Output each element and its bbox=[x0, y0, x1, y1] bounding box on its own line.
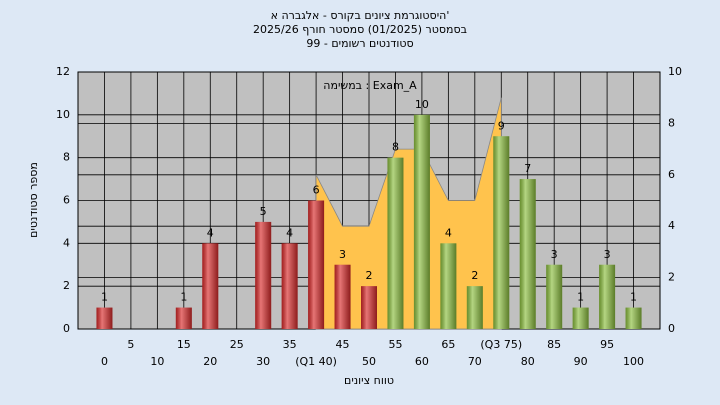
bar-shade bbox=[599, 264, 616, 329]
y-tick-label: 12 bbox=[56, 65, 70, 78]
x-tick-label: (Q1 40) bbox=[295, 355, 337, 368]
bar-shade bbox=[361, 286, 377, 329]
x-tick-label: 20 bbox=[203, 355, 217, 368]
data-label: 4 bbox=[286, 226, 293, 239]
x-tick-label: 35 bbox=[283, 338, 297, 351]
bar-shade bbox=[281, 243, 298, 329]
x-tick-label: (Q3 75) bbox=[480, 338, 522, 351]
bar-shade bbox=[519, 179, 536, 329]
data-label: 3 bbox=[551, 248, 558, 261]
data-label: 1 bbox=[180, 291, 187, 304]
data-label: 2 bbox=[366, 269, 373, 282]
x-tick-label: 60 bbox=[415, 355, 429, 368]
x-tick-label: 95 bbox=[600, 338, 614, 351]
y-axis-label: מספר סטודנטים bbox=[27, 162, 40, 238]
y2-tick-label: 4 bbox=[668, 219, 675, 232]
data-label: 3 bbox=[339, 248, 346, 261]
data-label: 9 bbox=[498, 119, 505, 132]
data-label: 1 bbox=[101, 291, 108, 304]
x-tick-label: 5 bbox=[127, 338, 134, 351]
bar-shade bbox=[546, 264, 563, 329]
y2-tick-label: 10 bbox=[668, 65, 682, 78]
data-label: 8 bbox=[392, 141, 399, 154]
x-tick-label: 15 bbox=[177, 338, 191, 351]
bar-shade bbox=[440, 243, 457, 329]
y-tick-label: 8 bbox=[63, 151, 70, 164]
data-label: 7 bbox=[524, 162, 531, 175]
title-line: היסטוגרמת ציונים בקורס - אלגברה א' bbox=[271, 9, 450, 22]
bar-shade bbox=[572, 307, 589, 329]
bar-shade bbox=[387, 157, 404, 329]
data-label: 1 bbox=[577, 291, 584, 304]
x-tick-label: 45 bbox=[336, 338, 350, 351]
x-axis-label: טווח ציונים bbox=[344, 374, 394, 387]
x-tick-label: 85 bbox=[547, 338, 561, 351]
y2-tick-label: 2 bbox=[668, 271, 675, 284]
x-tick-label: 65 bbox=[441, 338, 455, 351]
bar-shade bbox=[625, 307, 642, 329]
bar-shade bbox=[96, 307, 113, 329]
bar-shade bbox=[334, 264, 351, 329]
y-tick-label: 10 bbox=[56, 108, 70, 121]
data-label: 4 bbox=[207, 226, 214, 239]
x-tick-label: 80 bbox=[521, 355, 535, 368]
bar-shade bbox=[466, 286, 483, 329]
bar-shade bbox=[413, 114, 430, 329]
y-tick-label: 2 bbox=[63, 279, 70, 292]
x-tick-label: 55 bbox=[388, 338, 402, 351]
x-tick-label: 90 bbox=[574, 355, 588, 368]
title-line: בסמסטר (01/2025) סמסטר חורף 2025/26 bbox=[253, 23, 467, 36]
y2-tick-label: 0 bbox=[668, 322, 675, 335]
y-tick-label: 0 bbox=[63, 322, 70, 335]
data-label: 3 bbox=[604, 248, 611, 261]
x-tick-label: 100 bbox=[623, 355, 644, 368]
title-line: סטודנטים רשומים - 99 bbox=[306, 37, 413, 50]
x-tick-label: 30 bbox=[256, 355, 270, 368]
y2-tick-label: 6 bbox=[668, 168, 675, 181]
x-tick-label: 0 bbox=[101, 355, 108, 368]
bar-shade bbox=[255, 221, 272, 329]
bar-shade bbox=[202, 243, 219, 329]
y-tick-label: 6 bbox=[63, 194, 70, 207]
x-tick-label: 50 bbox=[362, 355, 376, 368]
bar-shade bbox=[308, 200, 325, 329]
y-tick-label: 4 bbox=[63, 236, 70, 249]
data-label: 6 bbox=[313, 184, 320, 197]
bar-shade bbox=[175, 307, 192, 329]
data-label: 5 bbox=[260, 205, 267, 218]
y2-tick-label: 8 bbox=[668, 116, 675, 129]
x-tick-label: 25 bbox=[230, 338, 244, 351]
data-label: 10 bbox=[415, 98, 429, 111]
bar-shade bbox=[493, 136, 510, 329]
data-label: 4 bbox=[445, 226, 452, 239]
x-tick-label: 10 bbox=[150, 355, 164, 368]
data-label: 2 bbox=[471, 269, 478, 282]
x-tick-label: 70 bbox=[468, 355, 482, 368]
annotation: במשימה : Exam_A bbox=[323, 79, 417, 92]
data-label: 1 bbox=[630, 291, 637, 304]
